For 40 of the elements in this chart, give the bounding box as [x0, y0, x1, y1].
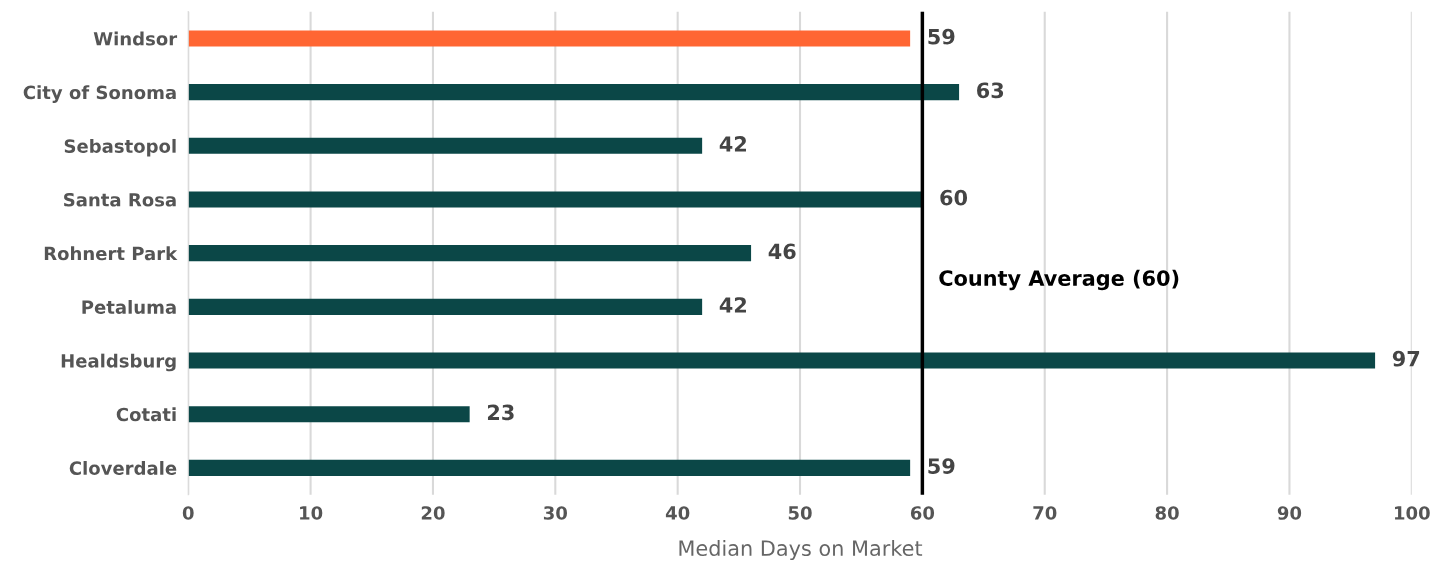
bar: [188, 84, 960, 101]
data-label: 42: [719, 297, 746, 313]
bar: [188, 191, 923, 208]
x-tick-label: 20: [421, 506, 445, 520]
y-tick-label: Windsor: [93, 31, 178, 46]
data-label: 97: [1392, 350, 1420, 367]
x-tick-label: 0: [182, 506, 194, 520]
x-tick-label: 80: [1155, 506, 1179, 520]
ref-line-label: County Average (60): [939, 269, 1179, 291]
data-label: 60: [940, 189, 968, 206]
data-label: 63: [977, 82, 1004, 99]
y-tick-label: City of Sonoma: [23, 85, 176, 103]
bar: [188, 245, 752, 262]
y-tick-label: Cloverdale: [69, 461, 177, 475]
bar: [188, 137, 703, 154]
bar: [188, 298, 703, 315]
y-tick-label: Sebastopol: [64, 138, 176, 157]
data-label: 59: [928, 458, 955, 474]
bar: [188, 459, 911, 476]
data-label: 46: [768, 243, 796, 260]
y-tick-label: Healdsburg: [61, 353, 176, 372]
bar: [188, 30, 911, 47]
x-tick-label: 60: [910, 506, 935, 520]
y-tick-label: Petaluma: [82, 299, 176, 314]
bar: [188, 406, 470, 423]
x-tick-label: 70: [1033, 506, 1057, 520]
x-tick-label: 50: [788, 506, 812, 520]
data-label: 23: [487, 404, 514, 421]
y-tick-label: Rohnert Park: [44, 246, 178, 261]
y-tick-label: Santa Rosa: [64, 192, 176, 207]
x-tick-label: 90: [1277, 506, 1302, 520]
data-label: 59: [928, 28, 955, 45]
data-label: 42: [719, 136, 746, 152]
x-tick-label: 40: [665, 506, 690, 520]
x-tick-label: 100: [1394, 506, 1430, 520]
x-tick-label: 10: [300, 506, 323, 520]
x-axis-title: Median Days on Market: [679, 539, 923, 561]
bar: [188, 352, 1376, 369]
x-tick-label: 30: [543, 506, 568, 520]
y-tick-label: Cotati: [116, 407, 176, 422]
